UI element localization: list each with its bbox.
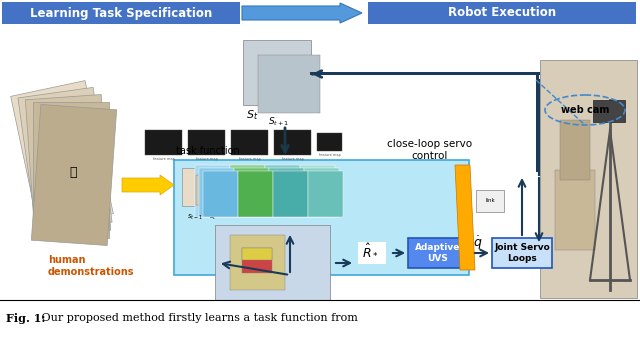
Bar [2,2,240,24]
Text: close-loop servo
control: close-loop servo control [387,139,472,161]
Bar [476,190,504,212]
Bar [199,168,234,217]
Text: Adaptive
UVS: Adaptive UVS [415,243,461,263]
Bar [310,72,540,75]
Bar [358,242,386,264]
Bar [492,238,552,268]
Polygon shape [26,95,111,236]
Bar [593,100,625,122]
Bar [273,171,308,217]
Bar [230,235,285,290]
FancyArrow shape [242,3,362,23]
Bar [182,168,224,206]
Text: feature map: feature map [319,153,340,157]
Text: $\hat{R}_*$: $\hat{R}_*$ [362,242,379,258]
Bar [274,130,311,155]
Bar [317,133,342,151]
Bar [203,171,238,217]
Text: Our proposed method firstly learns a task function from: Our proposed method firstly learns a tas… [38,313,358,323]
Bar [188,130,225,155]
Bar [304,168,339,217]
Bar [195,165,230,217]
Polygon shape [455,165,475,270]
Text: Fig. 1:: Fig. 1: [6,313,45,323]
Text: web cam: web cam [561,105,609,115]
Text: feature map: feature map [196,157,218,161]
FancyArrow shape [122,175,174,195]
Bar [196,175,232,205]
Bar [258,55,320,113]
Text: task function: task function [176,146,240,156]
Text: feature map: feature map [152,157,174,161]
Bar [536,72,539,172]
Text: human
demonstrations: human demonstrations [48,255,134,276]
Bar [215,225,330,300]
Bar [368,2,636,24]
Text: $s_{t-1}$: $s_{t-1}$ [187,213,203,222]
Polygon shape [11,80,113,230]
Text: Learning Task Specification: Learning Task Specification [30,6,212,20]
Bar [174,160,469,275]
Bar [242,248,272,260]
Bar [230,165,265,217]
Text: 👋: 👋 [69,167,77,179]
Text: link: link [485,198,495,203]
Text: feature map: feature map [239,157,260,161]
Bar [560,120,590,180]
Bar [269,168,304,217]
Bar [300,165,335,217]
Text: feature map: feature map [282,157,303,161]
Bar [231,130,268,155]
Text: $S_t$: $S_t$ [246,108,259,122]
Text: $\dot{q}$: $\dot{q}$ [473,234,483,252]
Bar [242,248,272,273]
Bar [555,170,595,250]
Bar [234,168,269,217]
Text: Joint Servo
Loops: Joint Servo Loops [494,243,550,263]
Text: $s_t$: $s_t$ [209,213,217,222]
Text: $S_{t+1}$: $S_{t+1}$ [268,115,289,127]
Bar [0,300,640,338]
Polygon shape [18,88,112,233]
Bar [308,171,343,217]
Bar [145,130,182,155]
Polygon shape [33,102,109,238]
Bar [540,60,637,298]
Bar [265,165,300,217]
Bar [408,238,468,268]
Polygon shape [31,104,116,245]
Text: Robot Execution: Robot Execution [448,6,556,20]
Bar [243,40,311,105]
Bar [238,171,273,217]
